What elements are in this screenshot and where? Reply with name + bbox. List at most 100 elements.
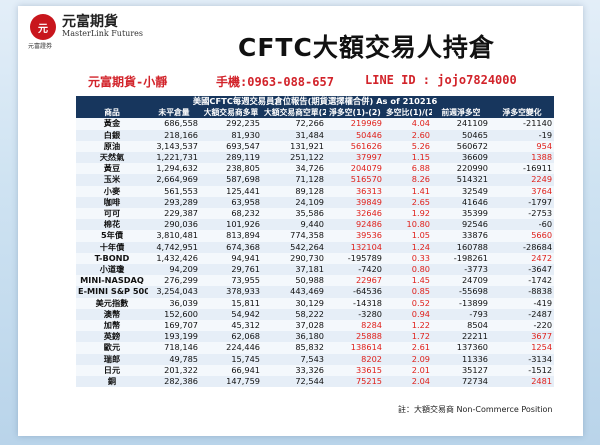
commodity-name: 天然氣 <box>76 152 148 164</box>
table-cell: 219969 <box>326 118 384 130</box>
table-cell: 11336 <box>432 353 490 365</box>
table-cell: 50,988 <box>262 275 326 287</box>
table-cell: 3677 <box>490 331 555 343</box>
commodity-name: 咖啡 <box>76 196 148 209</box>
table-row: 原油 3,143,537 693,547 131,921 561626 5.26 56067… <box>76 140 555 153</box>
table-cell: 8504 <box>432 320 490 332</box>
table-cell: 50446 <box>326 129 384 141</box>
table-cell: -3773 <box>432 264 490 276</box>
table-row: 十年債 4,742,951 674,368 542,264 132104 1.24 1607… <box>76 241 555 253</box>
table-cell: -195789 <box>326 252 384 265</box>
table-row: 天然氣 1,221,731 289,119 251,122 37997 1.15 36609… <box>76 152 555 164</box>
table-cell: 35399 <box>432 208 490 220</box>
table-cell: -8838 <box>490 286 555 298</box>
report-title: 美國CFTC每週交易員倉位報告(期貨選擇權合併) As of 210216 <box>76 96 555 108</box>
table-cell: -2753 <box>490 208 555 220</box>
commodity-name: MINI-NASDAQ <box>76 275 148 287</box>
table-cell: 33615 <box>326 364 384 377</box>
table-cell: 292,235 <box>200 118 262 130</box>
table-cell: 147,759 <box>200 376 262 388</box>
table-cell: 31,484 <box>262 129 326 141</box>
table-cell: 2249 <box>490 174 555 186</box>
commodity-name: 歐元 <box>76 342 148 354</box>
commodity-name: 玉米 <box>76 174 148 186</box>
table-cell: 1388 <box>490 152 555 164</box>
table-cell: 72,544 <box>262 376 326 388</box>
table-cell: -198261 <box>432 252 490 265</box>
table-row: 可可 229,387 68,232 35,586 32646 1.92 35399 -2753 <box>76 208 555 220</box>
cot-table: 美國CFTC每週交易員倉位報告(期貨選擇權合併) As of 210216 商品… <box>76 96 555 388</box>
column-header: 未平倉量 <box>148 107 200 119</box>
table-cell: 2.65 <box>384 196 432 209</box>
table-cell: 37,028 <box>262 320 326 332</box>
table-cell: 73,955 <box>200 275 262 287</box>
brand-logo: 元 元富證券 元富期貨 MasterLink Futures <box>28 14 143 50</box>
table-cell: 32549 <box>432 185 490 197</box>
commodity-name: 可可 <box>76 208 148 220</box>
table-cell: -7420 <box>326 264 384 276</box>
table-cell: 81,930 <box>200 129 262 141</box>
table-cell: 50465 <box>432 129 490 141</box>
table-cell: 1.24 <box>384 241 432 253</box>
table-cell: 71,128 <box>262 174 326 186</box>
table-row: MINI-NASDAQ 276,299 73,955 50,988 22967 1.45 2… <box>76 275 555 287</box>
table-cell: 443,469 <box>262 286 326 298</box>
table-cell: 22967 <box>326 275 384 287</box>
table-cell: 229,387 <box>148 208 200 220</box>
table-cell: 30,129 <box>262 297 326 309</box>
table-cell: 954 <box>490 140 555 153</box>
table-cell: 0.94 <box>384 308 432 321</box>
table-cell: 101,926 <box>200 219 262 231</box>
table-cell: 24,109 <box>262 196 326 209</box>
table-row: 日元 201,322 66,941 33,326 33615 2.01 35127 -1512 <box>76 364 555 377</box>
commodity-name: 白銀 <box>76 129 148 141</box>
table-cell: 5660 <box>490 230 555 242</box>
table-cell: 378,933 <box>200 286 262 298</box>
table-cell: 290,036 <box>148 219 200 231</box>
table-cell: 34,726 <box>262 163 326 175</box>
table-cell: 3,810,481 <box>148 230 200 242</box>
table-cell: 3764 <box>490 185 555 197</box>
table-cell: 693,547 <box>200 140 262 153</box>
table-cell: -793 <box>432 308 490 321</box>
table-row: 瑞郎 49,785 15,745 7,543 8202 2.09 11336 -3134 <box>76 353 555 365</box>
table-cell: 9,440 <box>262 219 326 231</box>
table-cell: -60 <box>490 219 555 231</box>
table-cell: 24709 <box>432 275 490 287</box>
table-cell: 2.60 <box>384 129 432 141</box>
table-cell: -419 <box>490 297 555 309</box>
table-cell: 39536 <box>326 230 384 242</box>
table-cell: 218,166 <box>148 129 200 141</box>
commodity-name: 黃豆 <box>76 163 148 175</box>
commodity-name: 日元 <box>76 364 148 377</box>
contact-name: 元富期貨-小靜 <box>88 75 168 89</box>
table-cell: 6.88 <box>384 163 432 175</box>
commodity-name: 棉花 <box>76 219 148 231</box>
table-cell: 138614 <box>326 342 384 354</box>
table-cell: 561,553 <box>148 185 200 197</box>
table-cell: 8.26 <box>384 174 432 186</box>
commodity-name: 十年債 <box>76 241 148 253</box>
table-cell: 15,811 <box>200 297 262 309</box>
brand-name-cn: 元富期貨 <box>62 14 118 31</box>
table-cell: 94,941 <box>200 252 262 265</box>
table-row: 咖啡 293,289 63,958 24,109 39849 2.65 41646 -1797 <box>76 196 555 209</box>
table-cell: 39849 <box>326 196 384 209</box>
table-cell: 68,232 <box>200 208 262 220</box>
commodity-name: 5年債 <box>76 230 148 242</box>
table-cell: 0.52 <box>384 297 432 309</box>
table-cell: 241109 <box>432 118 490 130</box>
table-cell: 774,358 <box>262 230 326 242</box>
commodity-name: 銅 <box>76 376 148 388</box>
table-cell: 72734 <box>432 376 490 388</box>
table-cell: 1,221,731 <box>148 152 200 164</box>
table-cell: 66,941 <box>200 364 262 377</box>
table-cell: 220990 <box>432 163 490 175</box>
table-cell: 33,326 <box>262 364 326 377</box>
table-cell: -220 <box>490 320 555 332</box>
column-header: 大額交易商多單 <box>200 107 262 119</box>
table-cell: 4.04 <box>384 118 432 130</box>
table-cell: 587,698 <box>200 174 262 186</box>
table-cell: 125,441 <box>200 185 262 197</box>
contact-phone: 手機:0963-088-657 <box>216 75 334 89</box>
